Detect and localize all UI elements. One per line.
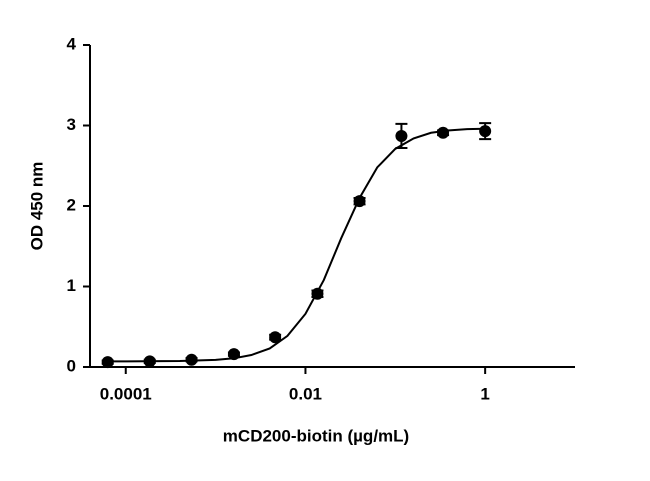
y-tick-label: 1	[67, 276, 76, 295]
y-tick-label: 2	[67, 195, 76, 214]
data-point	[437, 126, 450, 139]
y-axis-title: OD 450 nm	[27, 162, 46, 251]
x-tick-label: 0.0001	[100, 384, 152, 403]
x-tick-label: 0.01	[289, 384, 322, 403]
data-point	[311, 287, 324, 300]
data-point	[143, 355, 156, 368]
x-axis-title: mCD200-biotin (µg/mL)	[223, 426, 409, 445]
data-point	[101, 356, 114, 369]
data-point	[479, 125, 492, 138]
y-tick-label: 0	[67, 356, 76, 375]
data-point	[353, 195, 366, 208]
data-point	[395, 129, 408, 142]
y-tick-label: 4	[67, 34, 77, 53]
y-tick-label: 3	[67, 115, 76, 134]
fit-curve	[107, 127, 486, 363]
x-tick-label: 1	[480, 384, 489, 403]
data-point	[185, 353, 198, 366]
data-point	[227, 348, 240, 361]
data-point	[269, 331, 282, 344]
